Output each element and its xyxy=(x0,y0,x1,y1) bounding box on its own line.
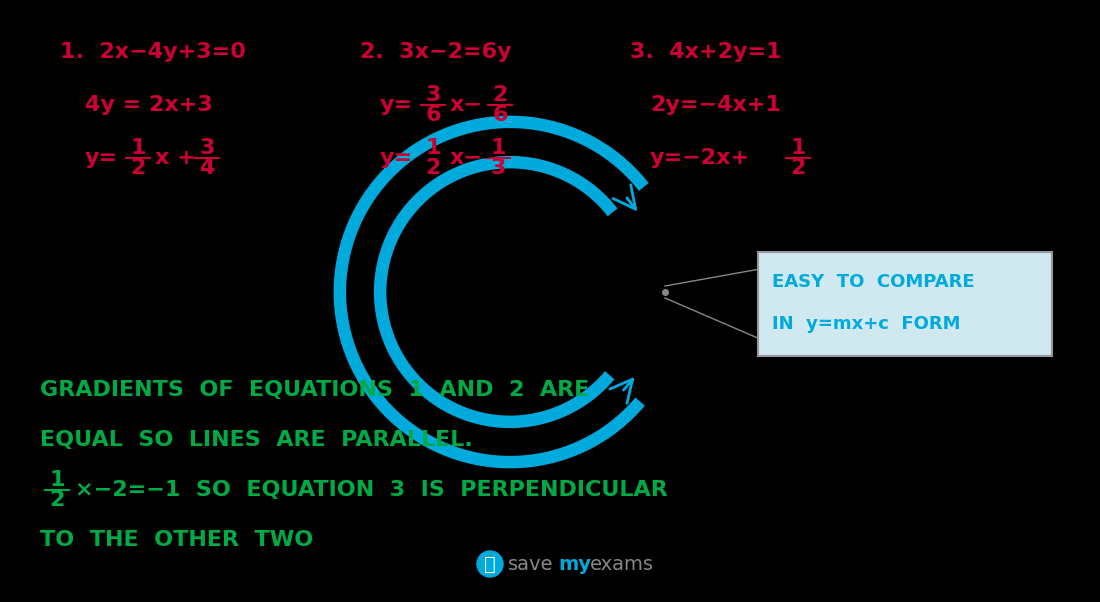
Text: save: save xyxy=(508,554,553,574)
Text: EASY  TO  COMPARE: EASY TO COMPARE xyxy=(772,273,975,291)
Text: x−: x− xyxy=(450,148,483,168)
Text: 1: 1 xyxy=(790,138,805,158)
Text: 1: 1 xyxy=(50,470,65,490)
Text: TO  THE  OTHER  TWO: TO THE OTHER TWO xyxy=(40,530,314,550)
Text: Ⓢ: Ⓢ xyxy=(484,554,496,574)
Text: 2: 2 xyxy=(426,158,441,178)
Text: EQUAL  SO  LINES  ARE  PARALLEL.: EQUAL SO LINES ARE PARALLEL. xyxy=(40,430,473,450)
Text: 3: 3 xyxy=(199,138,214,158)
Text: y=: y= xyxy=(379,148,414,168)
Text: 2y=−4x+1: 2y=−4x+1 xyxy=(650,95,781,115)
Text: exams: exams xyxy=(590,554,654,574)
Text: y=: y= xyxy=(379,95,414,115)
Text: y=: y= xyxy=(85,148,118,168)
Text: 6: 6 xyxy=(426,105,441,125)
Text: y=−2x+: y=−2x+ xyxy=(650,148,750,168)
Text: 4y = 2x+3: 4y = 2x+3 xyxy=(85,95,212,115)
Text: 1: 1 xyxy=(426,138,441,158)
FancyBboxPatch shape xyxy=(758,252,1052,356)
Text: 2: 2 xyxy=(493,85,508,105)
Text: 3.  4x+2y=1: 3. 4x+2y=1 xyxy=(630,42,782,62)
Text: 2: 2 xyxy=(790,158,805,178)
Text: 2: 2 xyxy=(130,158,145,178)
Circle shape xyxy=(477,551,503,577)
Text: 6: 6 xyxy=(493,105,508,125)
Text: 2.  3x−2=6y: 2. 3x−2=6y xyxy=(360,42,512,62)
Text: IN  y=mx+c  FORM: IN y=mx+c FORM xyxy=(772,315,960,333)
Text: 1: 1 xyxy=(130,138,145,158)
Text: x +: x + xyxy=(155,148,196,168)
Text: 3: 3 xyxy=(491,158,506,178)
Text: x−: x− xyxy=(450,95,483,115)
Text: 1.  2x−4y+3=0: 1. 2x−4y+3=0 xyxy=(60,42,246,62)
Text: 4: 4 xyxy=(199,158,214,178)
Text: ×−2=−1  SO  EQUATION  3  IS  PERPENDICULAR: ×−2=−1 SO EQUATION 3 IS PERPENDICULAR xyxy=(75,480,668,500)
Text: 1: 1 xyxy=(491,138,506,158)
Text: 3: 3 xyxy=(426,85,441,105)
Text: 2: 2 xyxy=(50,490,65,510)
Text: GRADIENTS  OF  EQUATIONS  1  AND  2  ARE: GRADIENTS OF EQUATIONS 1 AND 2 ARE xyxy=(40,380,590,400)
Text: my: my xyxy=(558,554,591,574)
